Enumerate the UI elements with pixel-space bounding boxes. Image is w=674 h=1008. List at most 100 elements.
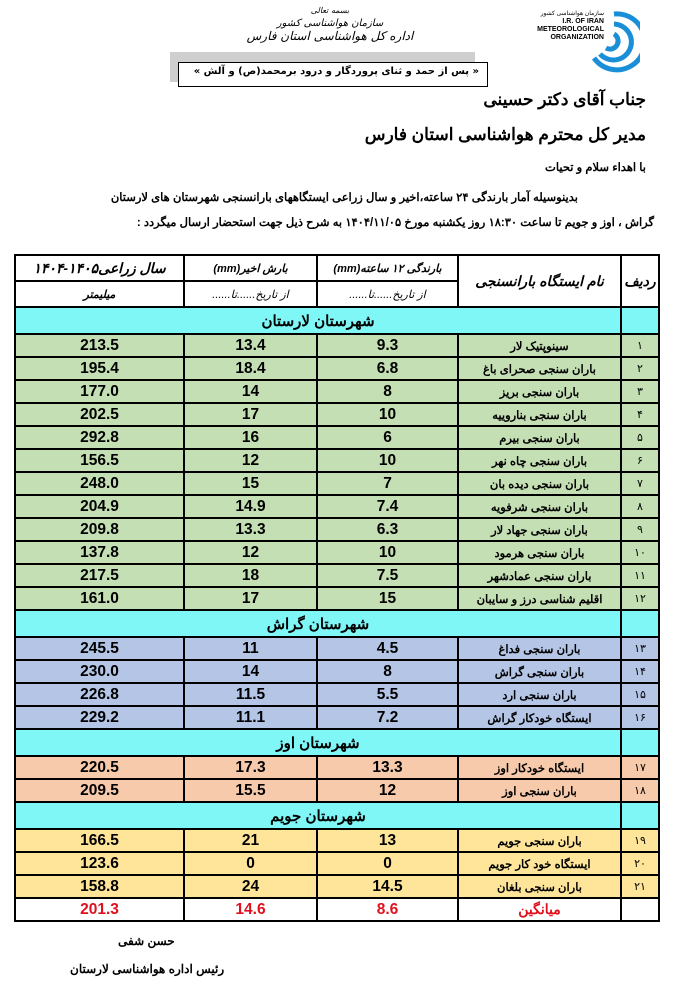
header-rain12: بارندگی ۱۲ ساعته(mm) (316, 254, 459, 282)
body-line-1: بدینوسیله آمار بارندگی ۲۴ ساعته،اخیر و س… (110, 192, 578, 204)
table-row: ۱۶ ایستگاه خودکار گراش 7.2 11.1 229.2 (14, 705, 660, 730)
signatory-name: حسن شفی (118, 934, 175, 948)
station-name: باران سنجی بناروییه (457, 402, 622, 427)
station-name: سینوپتیک لار (457, 333, 622, 358)
year-value: 123.6 (14, 851, 185, 876)
table-row: ۸ باران سنجی شرفویه 7.4 14.9 204.9 (14, 494, 660, 519)
body-line-2: گراش ، اوز و جویم تا ساعت ۱۸:۳۰ روز یکشن… (136, 217, 654, 229)
year-value: 292.8 (14, 425, 185, 450)
station-name: باران سنجی صحرای باغ (457, 356, 622, 381)
recent-value: 17 (183, 402, 318, 427)
row-number: ۱۵ (620, 682, 660, 707)
recent-value: 12 (183, 540, 318, 565)
group-header-blank (620, 801, 660, 830)
row-number: ۲ (620, 356, 660, 381)
table-row: ۱۷ ایستگاه خودکار اوز 13.3 17.3 220.5 (14, 755, 660, 780)
recent-value: 16 (183, 425, 318, 450)
station-name: باران سنجی شرفویه (457, 494, 622, 519)
table-header-row: ردیف نام ایستگاه بارانسنجی بارندگی ۱۲ سا… (14, 254, 660, 308)
table-row: ۱۴ باران سنجی گراش 8 14 230.0 (14, 659, 660, 684)
year-value: 195.4 (14, 356, 185, 381)
header-year-sub: میلیمتر (14, 280, 185, 308)
year-value: 177.0 (14, 379, 185, 404)
group-header-row: شهرستان لارستان (14, 306, 660, 335)
year-value: 209.5 (14, 778, 185, 803)
recent-value: 12 (183, 448, 318, 473)
row-number: ۵ (620, 425, 660, 450)
year-value: 161.0 (14, 586, 185, 611)
year-value: 158.8 (14, 874, 185, 899)
recent-value: 13.4 (183, 333, 318, 358)
station-name: باران سنجی چاه نهر (457, 448, 622, 473)
row-number: ۱۳ (620, 636, 660, 661)
station-name: باران سنجی بیرم (457, 425, 622, 450)
station-name: باران سنجی عمادشهر (457, 563, 622, 588)
rain12-value: 10 (316, 448, 459, 473)
station-name: باران سنجی جهاد لار (457, 517, 622, 542)
group-title: شهرستان گراش (14, 609, 622, 638)
row-number: ۱۴ (620, 659, 660, 684)
rain12-value: 6.3 (316, 517, 459, 542)
header-recent: بارش اخیر(mm) (183, 254, 318, 282)
mean-blank (620, 897, 660, 922)
row-number: ۳ (620, 379, 660, 404)
year-value: 230.0 (14, 659, 185, 684)
table-row: ۴ باران سنجی بناروییه 10 17 202.5 (14, 402, 660, 427)
year-value: 137.8 (14, 540, 185, 565)
station-name: باران سنجی اوز (457, 778, 622, 803)
rain12-value: 10 (316, 402, 459, 427)
row-number: ۷ (620, 471, 660, 496)
year-value: 156.5 (14, 448, 185, 473)
year-value: 217.5 (14, 563, 185, 588)
mean-recent: 14.6 (183, 897, 318, 922)
signatory-position: رئیس اداره هواشناسی لارستان (70, 962, 225, 976)
row-number: ۱۷ (620, 755, 660, 780)
table-row: ۳ باران سنجی بریز 8 14 177.0 (14, 379, 660, 404)
group-header-blank (620, 728, 660, 757)
recent-value: 13.3 (183, 517, 318, 542)
row-number: ۴ (620, 402, 660, 427)
rain12-value: 15 (316, 586, 459, 611)
recent-value: 18.4 (183, 356, 318, 381)
rain12-value: 6 (316, 425, 459, 450)
recent-value: 14 (183, 379, 318, 404)
row-number: ۱۲ (620, 586, 660, 611)
row-number: ۲۱ (620, 874, 660, 899)
rain12-value: 7.4 (316, 494, 459, 519)
year-value: 220.5 (14, 755, 185, 780)
header-recent-sub: از تاریخ......تا...... (183, 280, 318, 308)
header-year: سال زراعی۱۴۰۵-۱۴۰۴ (14, 254, 185, 282)
rain12-value: 6.8 (316, 356, 459, 381)
table-row: ۱۲ اقلیم شناسی درز و سایبان 15 17 161.0 (14, 586, 660, 611)
blessing-box: « پس از حمد و ثنای پروردگار و درود برمحم… (178, 62, 488, 87)
rain12-value: 13.3 (316, 755, 459, 780)
station-name: باران سنجی جویم (457, 828, 622, 853)
table-row: ۱۹ باران سنجی جویم 13 21 166.5 (14, 828, 660, 853)
row-number: ۶ (620, 448, 660, 473)
recipient-title: مدیر کل محترم هواشناسی استان فارس (364, 125, 646, 144)
table-row: ۶ باران سنجی چاه نهر 10 12 156.5 (14, 448, 660, 473)
group-header-row: شهرستان گراش (14, 609, 660, 638)
mean-row: میانگین 8.6 14.6 201.3 (14, 897, 660, 922)
group-header-row: شهرستان اوز (14, 728, 660, 757)
recent-value: 0 (183, 851, 318, 876)
rain12-value: 5.5 (316, 682, 459, 707)
rain12-value: 7.5 (316, 563, 459, 588)
table-row: ۱۱ باران سنجی عمادشهر 7.5 18 217.5 (14, 563, 660, 588)
recent-value: 15 (183, 471, 318, 496)
rain12-value: 14.5 (316, 874, 459, 899)
recent-value: 17 (183, 586, 318, 611)
table-row: ۷ باران سنجی دیده بان 7 15 248.0 (14, 471, 660, 496)
mean-label: میانگین (457, 897, 622, 922)
recent-value: 15.5 (183, 778, 318, 803)
year-value: 248.0 (14, 471, 185, 496)
table-row: ۲۰ ایستگاه خود کار جویم 0 0 123.6 (14, 851, 660, 876)
table-row: ۵ باران سنجی بیرم 6 16 292.8 (14, 425, 660, 450)
year-value: 245.5 (14, 636, 185, 661)
row-number: ۱ (620, 333, 660, 358)
recent-value: 17.3 (183, 755, 318, 780)
table-row: ۱۵ باران سنجی ارد 5.5 11.5 226.8 (14, 682, 660, 707)
header-rain12-sub: از تاریخ......تا...... (316, 280, 459, 308)
year-value: 202.5 (14, 402, 185, 427)
year-value: 229.2 (14, 705, 185, 730)
